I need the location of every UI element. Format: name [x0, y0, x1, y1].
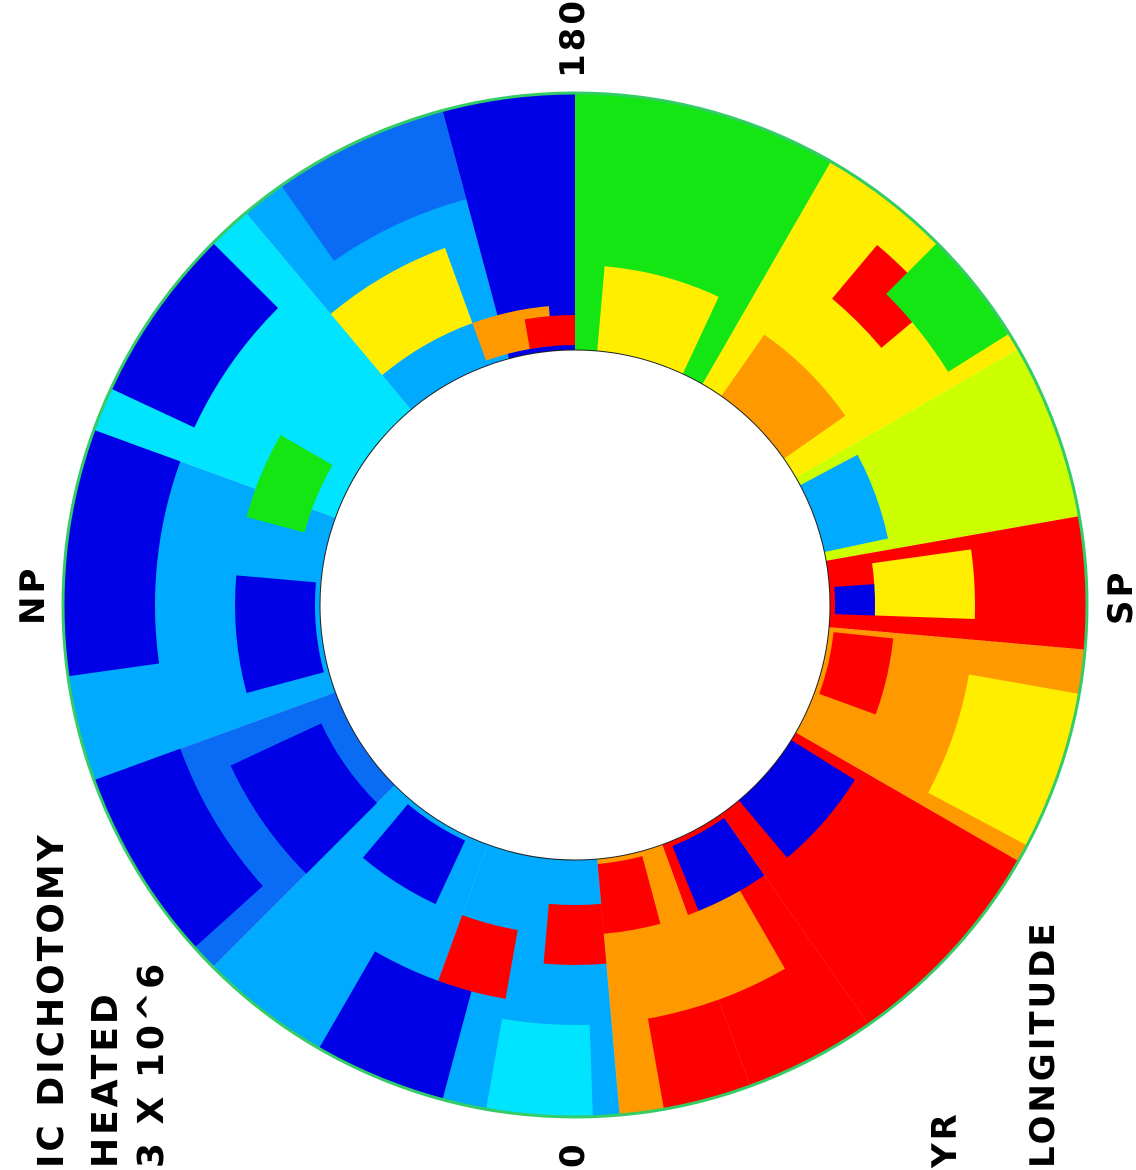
ring-patch	[672, 817, 765, 911]
ring-patch	[543, 903, 607, 965]
ring-patch	[872, 549, 975, 619]
ring-patch	[800, 454, 889, 552]
ring-patch	[819, 632, 894, 715]
label-sp: SP	[1101, 569, 1136, 625]
ring-patch	[575, 93, 664, 212]
ring-patch	[62, 429, 181, 677]
ring-patch	[319, 951, 472, 1100]
ring-patch	[235, 575, 324, 693]
ring-patch	[597, 266, 719, 374]
title-line-2: HEATED	[85, 991, 126, 1168]
ring-patch	[647, 999, 751, 1110]
ring-patch	[721, 334, 846, 459]
ring-patch	[821, 851, 979, 1009]
ring-patch	[246, 435, 333, 533]
ring-patch	[597, 856, 661, 934]
ring-patch	[93, 748, 263, 948]
label-longitude: LONGITUDE	[1023, 920, 1063, 1168]
ring-patch	[928, 674, 1080, 846]
ring-patch	[230, 723, 378, 874]
ring-patch	[281, 110, 467, 261]
ring-patch	[110, 242, 279, 428]
title-line-1: IC DICHOTOMY	[31, 832, 72, 1168]
label-0: 0	[553, 1141, 593, 1168]
ring-patch	[362, 804, 466, 905]
label-180: 180	[553, 0, 593, 78]
inner-hole	[319, 349, 831, 861]
ring-patch	[886, 242, 1010, 372]
outer-rim	[61, 91, 1089, 1119]
ring-patch	[832, 244, 936, 348]
ring-patch	[330, 247, 473, 376]
label-np: NP	[13, 565, 53, 625]
label-yr: YR	[925, 1111, 965, 1168]
ring-patch	[438, 915, 518, 999]
ring-patch	[738, 740, 855, 858]
title-line-3: 3 X 10^6	[131, 960, 172, 1168]
ring-patch	[524, 315, 575, 349]
ring-patch	[660, 890, 785, 1011]
shell-temperature-ring	[62, 93, 1087, 1117]
ring-band	[442, 93, 575, 359]
ring-patch	[486, 1018, 593, 1117]
ring-patch	[834, 584, 875, 616]
